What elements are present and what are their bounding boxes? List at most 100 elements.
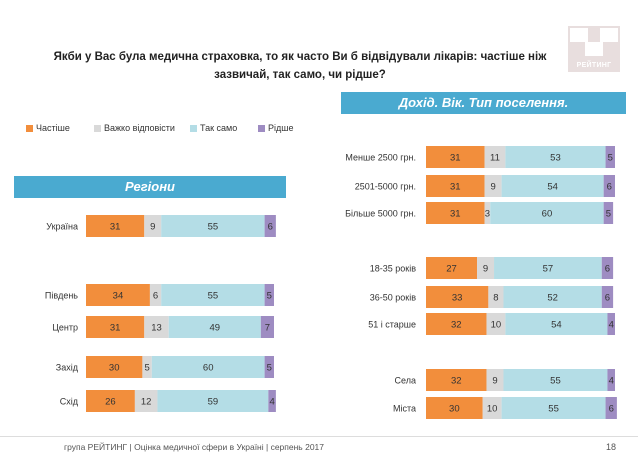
bar-segment-less-often xyxy=(601,257,614,279)
data-label-hard-to-say: 9 xyxy=(490,182,495,193)
bar-segment-more-often xyxy=(426,313,487,335)
brand-logo: РЕЙТИНГ xyxy=(568,26,620,72)
legend-label-less-often: Рідше xyxy=(268,123,294,133)
data-label-less-often: 5 xyxy=(267,363,272,374)
bar-segment-less-often xyxy=(603,175,615,197)
bar-segment-same xyxy=(494,257,602,279)
data-label-same: 55 xyxy=(548,404,559,415)
data-label-same: 54 xyxy=(551,320,562,331)
bar-segment-less-often xyxy=(605,146,615,168)
data-label-same: 55 xyxy=(208,222,219,233)
bar-segment-more-often xyxy=(426,202,485,224)
data-label-hard-to-say: 6 xyxy=(153,291,158,302)
data-label-less-often: 6 xyxy=(605,293,610,304)
legend-swatch-same xyxy=(190,125,197,133)
data-label-hard-to-say: 3 xyxy=(485,209,490,220)
data-label-less-often: 4 xyxy=(609,376,614,387)
bar-segment-same xyxy=(503,369,608,391)
bar-segment-same xyxy=(503,286,602,308)
category-label: Центр xyxy=(52,323,78,333)
bar-segment-more-often xyxy=(426,397,483,419)
category-label: 51 і старше xyxy=(368,320,416,330)
bar-segment-hard-to-say xyxy=(484,146,506,168)
category-label: Захід xyxy=(56,363,79,373)
category-label: 18-35 років xyxy=(370,264,416,274)
bar-segment-same xyxy=(505,313,608,335)
data-label-less-often: 5 xyxy=(608,153,613,164)
page-title: Якби у Вас була медична страховка, то як… xyxy=(53,51,547,81)
data-label-more-often: 30 xyxy=(109,363,120,374)
data-label-hard-to-say: 10 xyxy=(487,404,498,415)
data-label-same: 53 xyxy=(550,153,561,164)
data-label-less-often: 4 xyxy=(269,397,274,408)
bar-segment-hard-to-say xyxy=(149,284,162,306)
bar-segment-hard-to-say xyxy=(477,257,495,279)
legend-swatch-hard-to-say xyxy=(94,125,101,133)
data-label-same: 59 xyxy=(208,397,219,408)
category-label: Міста xyxy=(393,404,416,414)
bar-segment-more-often xyxy=(86,215,145,237)
category-label: 2501-5000 грн. xyxy=(355,182,416,192)
bar-segment-same xyxy=(161,215,265,237)
legend-item-same: Так само xyxy=(190,122,237,134)
bar-segment-less-often xyxy=(268,390,276,412)
bar-segment-hard-to-say xyxy=(144,215,162,237)
bar-segment-less-often xyxy=(260,316,274,338)
bar-segment-more-often xyxy=(86,284,150,306)
data-label-more-often: 27 xyxy=(446,264,457,275)
data-label-same: 52 xyxy=(547,293,558,304)
data-label-more-often: 30 xyxy=(449,404,460,415)
data-label-more-often: 34 xyxy=(113,291,124,302)
data-label-more-often: 31 xyxy=(450,182,461,193)
legend-item-less-often: Рідше xyxy=(258,122,293,134)
bar-segment-hard-to-say xyxy=(144,316,169,338)
data-label-same: 60 xyxy=(203,363,214,374)
bar-segment-hard-to-say xyxy=(142,356,152,378)
bar-segment-same xyxy=(505,146,606,168)
data-label-same: 55 xyxy=(208,291,219,302)
data-label-more-often: 32 xyxy=(451,320,462,331)
data-label-hard-to-say: 10 xyxy=(491,320,502,331)
footer-text: група РЕЙТИНГ | Оцінка медичної сфери в … xyxy=(64,442,324,452)
logo-text: РЕЙТИНГ xyxy=(576,62,612,69)
legend-label-hard-to-say: Важко відповісти xyxy=(104,123,175,133)
legend-label-same: Так само xyxy=(200,123,238,133)
bar-segment-hard-to-say xyxy=(486,369,504,391)
bar-segment-hard-to-say xyxy=(486,313,506,335)
data-label-more-often: 32 xyxy=(451,376,462,387)
bar-segment-less-often xyxy=(264,284,274,306)
data-label-more-often: 26 xyxy=(105,397,116,408)
bar-segment-hard-to-say xyxy=(484,175,502,197)
data-label-less-often: 6 xyxy=(268,222,273,233)
data-label-same: 49 xyxy=(209,323,220,334)
data-label-less-often: 7 xyxy=(265,323,270,334)
category-label: Південь xyxy=(45,291,78,301)
category-label: Менше 2500 грн. xyxy=(345,153,416,163)
bar-segment-less-often xyxy=(264,356,274,378)
bar-segment-more-often xyxy=(86,316,145,338)
data-label-hard-to-say: 9 xyxy=(150,222,155,233)
data-label-more-often: 31 xyxy=(110,222,121,233)
data-label-same: 55 xyxy=(550,376,561,387)
bar-segment-same xyxy=(168,316,261,338)
data-label-hard-to-say: 11 xyxy=(490,153,500,164)
bar-segment-less-often xyxy=(264,215,276,237)
data-label-less-often: 6 xyxy=(605,264,610,275)
bar-segment-same xyxy=(151,356,265,378)
bar-segment-more-often xyxy=(426,286,489,308)
bar-segment-less-often xyxy=(603,202,614,224)
bar-segment-hard-to-say xyxy=(482,397,502,419)
data-label-more-often: 31 xyxy=(110,323,121,334)
bar-segment-more-often xyxy=(426,146,485,168)
bar-segment-hard-to-say xyxy=(484,202,491,224)
bar-segment-same xyxy=(161,284,265,306)
bar-segment-hard-to-say xyxy=(134,390,158,412)
bar-segment-less-often xyxy=(607,313,615,335)
legend-swatch-less-often xyxy=(258,125,265,133)
regions-section-banner: Регіони xyxy=(14,176,286,198)
category-label: 36-50 років xyxy=(370,293,416,303)
legend-label-more-often: Частіше xyxy=(36,123,70,133)
data-label-more-often: 31 xyxy=(450,209,461,220)
data-label-less-often: 6 xyxy=(609,404,614,415)
